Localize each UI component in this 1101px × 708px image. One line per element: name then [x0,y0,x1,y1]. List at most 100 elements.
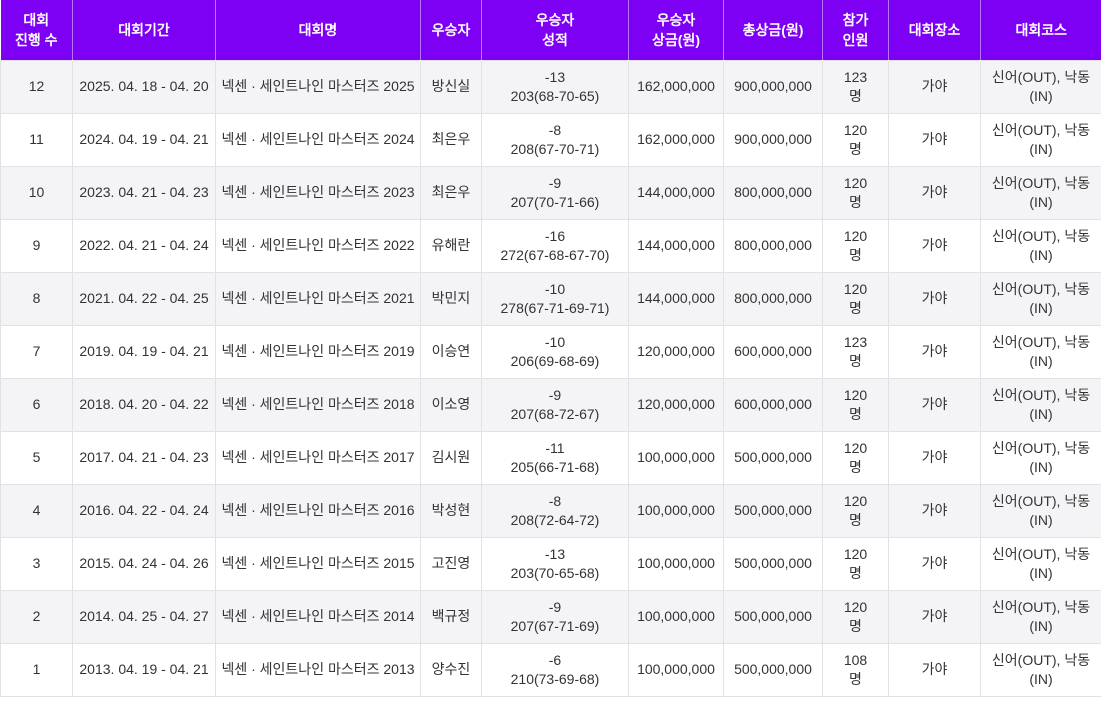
cell-participants: 120 명 [822,218,889,273]
cell-venue: 가야 [888,642,981,697]
cell-name: 넥센 · 세인트나인 마스터즈 2023 [215,165,421,220]
cell-winner: 박성현 [420,483,482,538]
cell-period: 2016. 04. 22 - 04. 24 [72,483,216,538]
cell-period: 2023. 04. 21 - 04. 23 [72,165,216,220]
col-header-tournament-name: 대회명 [215,0,421,60]
cell-name: 넥센 · 세인트나인 마스터즈 2015 [215,536,421,591]
cell-winner: 고진영 [420,536,482,591]
cell-course: 신어(OUT), 낙동(IN) [980,589,1101,644]
cell-winner_prize: 100,000,000 [628,642,724,697]
cell-total_prize: 500,000,000 [723,642,823,697]
cell-venue: 가야 [888,59,981,114]
cell-period: 2022. 04. 21 - 04. 24 [72,218,216,273]
cell-winner_prize: 100,000,000 [628,536,724,591]
table-body: 12 2025. 04. 18 - 04. 20 넥센 · 세인트나인 마스터즈 2… [0,59,1101,697]
cell-period: 2018. 04. 20 - 04. 22 [72,377,216,432]
cell-participants: 123 명 [822,324,889,379]
cell-venue: 가야 [888,377,981,432]
cell-venue: 가야 [888,483,981,538]
table-row: 3 2015. 04. 24 - 04. 26 넥센 · 세인트나인 마스터즈 20… [0,536,1101,591]
cell-winner: 박민지 [420,271,482,326]
cell-course: 신어(OUT), 낙동(IN) [980,59,1101,114]
table-row: 7 2019. 04. 19 - 04. 21 넥센 · 세인트나인 마스터즈 20… [0,324,1101,379]
col-header-participants: 참가 인원 [822,0,889,60]
cell-score: -8 208(67-70-71) [481,112,629,167]
cell-winner_prize: 120,000,000 [628,377,724,432]
table-row: 10 2023. 04. 21 - 04. 23 넥센 · 세인트나인 마스터즈 2… [0,165,1101,220]
cell-winner_prize: 144,000,000 [628,271,724,326]
cell-winner: 김시원 [420,430,482,485]
cell-winner: 양수진 [420,642,482,697]
cell-score: -11 205(66-71-68) [481,430,629,485]
cell-participants: 123 명 [822,59,889,114]
cell-total_prize: 500,000,000 [723,589,823,644]
cell-participants: 120 명 [822,536,889,591]
cell-name: 넥센 · 세인트나인 마스터즈 2014 [215,589,421,644]
cell-winner_prize: 144,000,000 [628,218,724,273]
cell-no: 8 [0,271,73,326]
cell-course: 신어(OUT), 낙동(IN) [980,112,1101,167]
cell-period: 2024. 04. 19 - 04. 21 [72,112,216,167]
cell-period: 2019. 04. 19 - 04. 21 [72,324,216,379]
cell-period: 2015. 04. 24 - 04. 26 [72,536,216,591]
cell-winner: 최은우 [420,112,482,167]
cell-score: -9 207(68-72-67) [481,377,629,432]
cell-winner: 백규정 [420,589,482,644]
cell-venue: 가야 [888,112,981,167]
table-header: 대회 진행 수 대회기간 대회명 우승자 우승자 성적 우승자 상금(원) 총상… [0,0,1101,60]
cell-name: 넥센 · 세인트나인 마스터즈 2025 [215,59,421,114]
cell-name: 넥센 · 세인트나인 마스터즈 2013 [215,642,421,697]
cell-winner_prize: 100,000,000 [628,430,724,485]
cell-period: 2025. 04. 18 - 04. 20 [72,59,216,114]
cell-score: -13 203(68-70-65) [481,59,629,114]
cell-no: 5 [0,430,73,485]
table-row: 2 2014. 04. 25 - 04. 27 넥센 · 세인트나인 마스터즈 20… [0,589,1101,644]
cell-venue: 가야 [888,324,981,379]
cell-no: 2 [0,589,73,644]
cell-course: 신어(OUT), 낙동(IN) [980,642,1101,697]
cell-period: 2021. 04. 22 - 04. 25 [72,271,216,326]
cell-name: 넥센 · 세인트나인 마스터즈 2019 [215,324,421,379]
cell-name: 넥센 · 세인트나인 마스터즈 2017 [215,430,421,485]
cell-winner_prize: 100,000,000 [628,589,724,644]
cell-course: 신어(OUT), 낙동(IN) [980,218,1101,273]
cell-total_prize: 600,000,000 [723,377,823,432]
cell-score: -16 272(67-68-67-70) [481,218,629,273]
cell-no: 10 [0,165,73,220]
cell-course: 신어(OUT), 낙동(IN) [980,377,1101,432]
cell-total_prize: 800,000,000 [723,271,823,326]
table-header-row: 대회 진행 수 대회기간 대회명 우승자 우승자 성적 우승자 상금(원) 총상… [0,0,1101,60]
table-row: 4 2016. 04. 22 - 04. 24 넥센 · 세인트나인 마스터즈 20… [0,483,1101,538]
col-header-winner-score: 우승자 성적 [481,0,629,60]
cell-winner_prize: 120,000,000 [628,324,724,379]
cell-winner: 방신실 [420,59,482,114]
cell-period: 2017. 04. 21 - 04. 23 [72,430,216,485]
col-header-total-prize: 총상금(원) [723,0,823,60]
cell-no: 1 [0,642,73,697]
cell-score: -10 206(69-68-69) [481,324,629,379]
cell-score: -13 203(70-65-68) [481,536,629,591]
cell-period: 2013. 04. 19 - 04. 21 [72,642,216,697]
cell-total_prize: 900,000,000 [723,59,823,114]
cell-venue: 가야 [888,430,981,485]
table-row: 1 2013. 04. 19 - 04. 21 넥센 · 세인트나인 마스터즈 20… [0,642,1101,697]
cell-name: 넥센 · 세인트나인 마스터즈 2024 [215,112,421,167]
cell-winner_prize: 100,000,000 [628,483,724,538]
cell-participants: 120 명 [822,377,889,432]
cell-course: 신어(OUT), 낙동(IN) [980,483,1101,538]
cell-venue: 가야 [888,589,981,644]
cell-total_prize: 500,000,000 [723,483,823,538]
cell-participants: 120 명 [822,165,889,220]
cell-participants: 120 명 [822,112,889,167]
cell-winner_prize: 162,000,000 [628,59,724,114]
cell-total_prize: 800,000,000 [723,218,823,273]
cell-participants: 120 명 [822,483,889,538]
table-row: 6 2018. 04. 20 - 04. 22 넥센 · 세인트나인 마스터즈 20… [0,377,1101,432]
cell-score: -9 207(70-71-66) [481,165,629,220]
table-row: 11 2024. 04. 19 - 04. 21 넥센 · 세인트나인 마스터즈 2… [0,112,1101,167]
cell-total_prize: 500,000,000 [723,536,823,591]
cell-venue: 가야 [888,536,981,591]
cell-no: 12 [0,59,73,114]
cell-winner: 이소영 [420,377,482,432]
